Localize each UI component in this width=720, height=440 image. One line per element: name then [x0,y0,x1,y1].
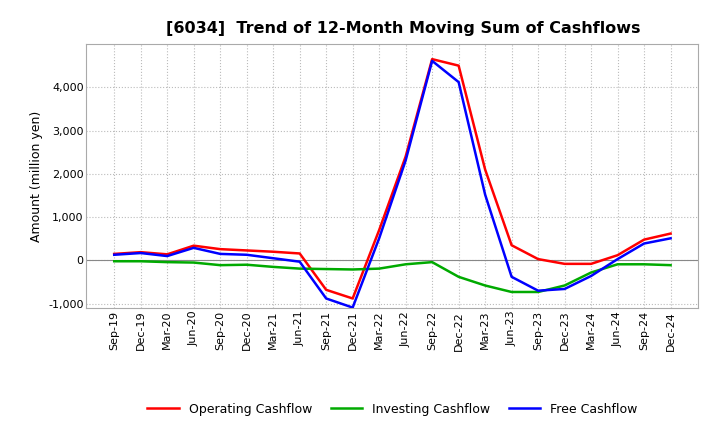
Operating Cashflow [666,231,675,236]
Free Cashflow [560,286,569,292]
Investing Cashflow [640,262,649,267]
Investing Cashflow [613,262,622,267]
Operating Cashflow [375,227,384,233]
Free Cashflow [295,259,304,264]
Investing Cashflow [428,260,436,265]
Investing Cashflow [136,259,145,264]
Free Cashflow [613,257,622,262]
Operating Cashflow [401,154,410,159]
Line: Operating Cashflow: Operating Cashflow [114,59,670,298]
Investing Cashflow [269,264,277,270]
Free Cashflow [189,245,198,250]
Operating Cashflow [560,261,569,267]
Line: Free Cashflow: Free Cashflow [114,61,670,308]
Text: [6034]  Trend of 12-Month Moving Sum of Cashflows: [6034] Trend of 12-Month Moving Sum of C… [166,21,641,36]
Operating Cashflow [428,56,436,62]
Operating Cashflow [454,63,463,68]
Free Cashflow [640,241,649,246]
Free Cashflow [136,250,145,256]
Investing Cashflow [348,267,357,272]
Free Cashflow [401,158,410,163]
Investing Cashflow [163,260,171,265]
Investing Cashflow [560,283,569,288]
Operating Cashflow [110,251,119,257]
Free Cashflow [454,80,463,85]
Investing Cashflow [401,262,410,267]
Free Cashflow [216,251,225,257]
Operating Cashflow [189,243,198,248]
Free Cashflow [110,252,119,257]
Free Cashflow [322,296,330,301]
Investing Cashflow [587,270,595,275]
Investing Cashflow [481,283,490,288]
Investing Cashflow [189,260,198,265]
Free Cashflow [534,288,542,293]
Free Cashflow [666,236,675,241]
Free Cashflow [243,252,251,257]
Free Cashflow [508,274,516,279]
Operating Cashflow [269,249,277,254]
Free Cashflow [163,253,171,259]
Investing Cashflow [454,274,463,279]
Investing Cashflow [534,290,542,295]
Free Cashflow [428,58,436,63]
Free Cashflow [587,273,595,279]
Y-axis label: Amount (million yen): Amount (million yen) [30,110,42,242]
Investing Cashflow [375,266,384,271]
Operating Cashflow [295,251,304,256]
Operating Cashflow [348,296,357,301]
Operating Cashflow [163,252,171,257]
Line: Investing Cashflow: Investing Cashflow [114,261,670,292]
Operating Cashflow [640,237,649,242]
Free Cashflow [269,256,277,261]
Investing Cashflow [110,259,119,264]
Operating Cashflow [508,242,516,248]
Investing Cashflow [295,266,304,271]
Legend: Operating Cashflow, Investing Cashflow, Free Cashflow: Operating Cashflow, Investing Cashflow, … [143,398,642,421]
Operating Cashflow [613,253,622,258]
Free Cashflow [481,192,490,197]
Operating Cashflow [216,246,225,252]
Operating Cashflow [136,249,145,255]
Operating Cashflow [534,257,542,262]
Operating Cashflow [243,248,251,253]
Investing Cashflow [216,263,225,268]
Investing Cashflow [322,266,330,271]
Investing Cashflow [666,263,675,268]
Investing Cashflow [243,262,251,268]
Operating Cashflow [587,261,595,267]
Free Cashflow [348,305,357,310]
Operating Cashflow [322,287,330,293]
Operating Cashflow [481,167,490,172]
Investing Cashflow [508,290,516,295]
Free Cashflow [375,236,384,241]
